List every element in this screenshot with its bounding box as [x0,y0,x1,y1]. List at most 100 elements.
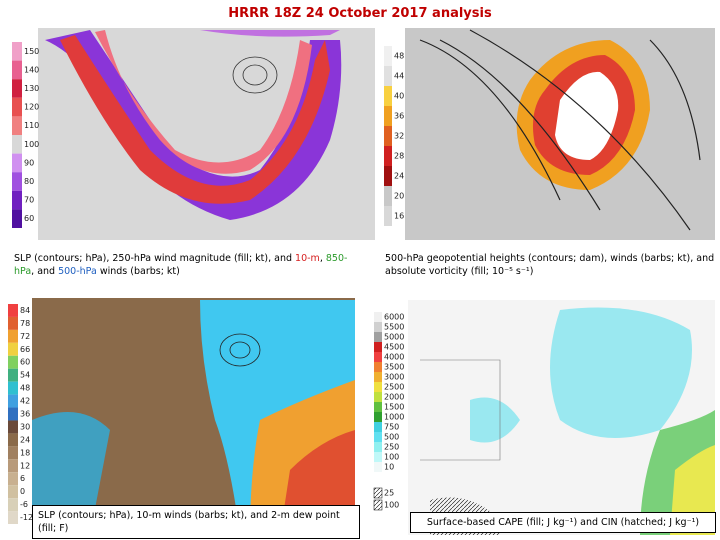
colorbar-swatch [374,462,382,472]
colorbar-label: 2500 [384,383,404,392]
colorbar-label: 0 [20,487,25,496]
colorbar-label: 36 [394,112,404,121]
map-dewpoint [32,298,355,535]
colorbar-label: 60 [24,214,34,223]
colorbars: 1501401301201101009080706048444036322824… [8,42,404,524]
colorbar-swatch [8,498,18,512]
colorbar-swatch [384,106,392,126]
caption: SLP (contours; hPa), 10-m winds (barbs; … [32,505,360,539]
colorbar-swatch [374,392,382,402]
colorbar-label: 24 [394,172,404,181]
colorbar-label: 18 [20,448,30,457]
caption-part: 500-hPa geopotential heights (contours; … [385,253,715,277]
colorbar-label: 36 [20,410,30,419]
colorbar-label: 3000 [384,373,404,382]
caption-part: 500-hPa [58,266,97,277]
colorbar-swatch [374,332,382,342]
colorbar-label: 72 [20,332,30,341]
caption: 500-hPa geopotential heights (contours; … [385,252,715,278]
colorbar-swatch [8,446,18,460]
colorbar-swatch [374,372,382,382]
colorbar-label: 6 [20,474,25,483]
colorbar-label: 16 [394,212,404,221]
colorbar-swatch [384,46,392,66]
caption: SLP (contours; hPa), 250-hPa wind magnit… [14,252,364,278]
colorbar-swatch [374,402,382,412]
cin-label: 100 [384,501,399,510]
colorbar-label: 54 [20,371,30,380]
colorbar-swatch [8,316,18,330]
slide-title: HRRR 18Z 24 October 2017 analysis [228,6,492,21]
colorbar-swatch [374,382,382,392]
colorbar-label: 120 [24,103,39,112]
colorbar-label: -6 [20,500,28,509]
caption-part: winds (barbs; kt) [96,266,180,277]
colorbar-label: 30 [20,422,30,431]
caption-part: SLP (contours; hPa), 250-hPa wind magnit… [14,253,296,264]
colorbar-swatch [12,116,22,135]
colorbar-swatch [12,153,22,173]
colorbar-swatch [8,407,18,421]
colorbar-swatch [12,172,22,191]
colorbar-swatch [12,60,22,80]
colorbar-swatch [384,126,392,146]
colorbar-label: 110 [24,121,39,130]
colorbar-label: 32 [394,132,404,141]
colorbar-label: 250 [384,443,399,452]
colorbar-label: 750 [384,423,399,432]
colorbar-swatch [12,190,22,210]
colorbar-label: 12 [20,461,30,470]
colorbar-label: 5500 [384,323,404,332]
cin-swatch [373,499,383,511]
colorbar-label: 130 [24,84,39,93]
caption-part: SLP (contours; hPa), 10-m winds (barbs; … [38,510,340,534]
map-250hpa [38,28,375,240]
colorbar-label: 48 [20,384,30,393]
colorbar-swatch [374,422,382,432]
cin-label: 25 [384,489,394,498]
colorbar-label: 500 [384,433,399,442]
colorbar-swatch [384,206,392,226]
colorbar-swatch [8,368,18,382]
colorbar-label: 78 [20,319,30,328]
colorbar-swatch [8,355,18,369]
colorbar-swatch [8,420,18,434]
colorbar-swatch [374,362,382,372]
colorbar-label: 28 [394,152,404,161]
colorbar-swatch [12,42,22,61]
colorbar-swatch [374,352,382,362]
colorbar-label: 2000 [384,393,404,402]
colorbar-label: 140 [24,65,39,74]
colorbar-label: 1000 [384,413,404,422]
colorbar-swatch [374,432,382,442]
colorbar-label: 66 [20,345,30,354]
colorbar-label: 4000 [384,353,404,362]
caption-part: 10-m [295,253,320,264]
colorbar-swatch [384,86,392,106]
caption-part: , [319,253,326,264]
colorbar-swatch [8,433,18,447]
colorbar-label: 150 [24,47,39,56]
colorbar-swatch [12,209,22,228]
colorbar-label: 80 [24,177,34,186]
colorbar-label: 6000 [384,313,404,322]
colorbar-label: 48 [394,52,404,61]
colorbar-label: 20 [394,192,404,201]
colorbar-swatch [8,329,18,343]
colorbar-swatch [384,66,392,86]
colorbar-label: 44 [394,72,404,81]
cin-swatch [373,487,383,499]
colorbar-swatch [374,342,382,352]
colorbar-label: 70 [24,196,34,205]
colorbar-swatch [8,472,18,486]
colorbar-label: 5000 [384,333,404,342]
colorbar-swatch [8,485,18,499]
colorbar-swatch [384,166,392,186]
colorbar-swatch [8,511,18,524]
colorbar-swatch [8,304,18,317]
caption-part: 850-hPa [14,253,348,277]
colorbar-label: 100 [384,453,399,462]
caption-part: Surface-based CAPE (fill; J kg⁻¹) and CI… [426,517,700,528]
